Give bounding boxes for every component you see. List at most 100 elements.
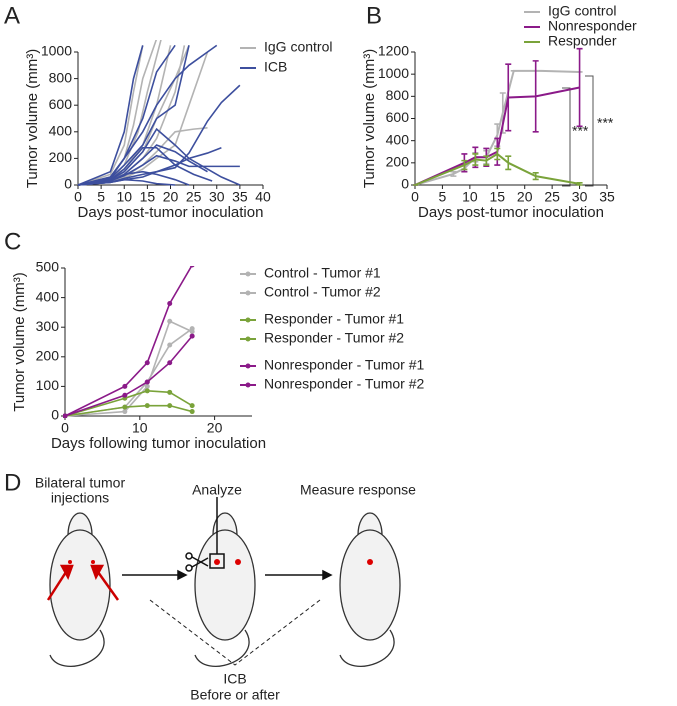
line [77,45,144,186]
diagram-label: Bilateral tumor [35,475,126,491]
y-axis-label: Tumor volume (mm³) [24,49,41,188]
y-axis-label: Tumor volume (mm³) [361,49,378,188]
tumors [68,559,373,565]
line [414,69,580,186]
y-tick-label: 0 [51,407,59,423]
point [144,388,150,394]
x-tick-label: 10 [132,420,148,436]
plot-area [413,47,583,186]
y-tick-label: 800 [386,87,410,103]
diagram-label: injections [51,490,109,506]
y-tick-label: 400 [49,123,73,139]
legend-label: Nonresponder [548,18,637,34]
significance-brackets [562,75,594,187]
significance-label: *** [597,115,614,131]
diagram-label: Before or after [190,687,280,703]
y-tick-label: 200 [386,154,410,170]
diagram [49,512,401,667]
legend-marker [245,382,251,388]
point [167,389,173,395]
point [144,360,150,366]
legend-label: Nonresponder - Tumor #2 [264,376,425,392]
point [122,392,128,398]
y-tick-label: 400 [386,131,410,147]
x-tick-label: 10 [116,189,132,205]
error-bar [494,147,501,161]
error-bar [576,181,583,186]
legend-marker [245,336,251,342]
y-tick-label: 500 [36,259,60,275]
point [122,409,128,415]
x-tick-label: 25 [544,189,560,205]
y-tick-label: 600 [49,96,73,112]
point [122,383,128,389]
error-bar [532,60,539,133]
scissors-icon [185,552,209,572]
line [77,44,176,186]
line [414,86,580,186]
point [167,318,173,324]
legend-label: ICB [264,59,287,75]
y-axis-label: Tumor volume (mm³) [11,272,28,411]
point [167,360,173,366]
x-tick-label: 30 [209,189,225,205]
x-tick-label: 5 [97,189,105,205]
error-bar [450,170,457,177]
point [189,266,195,268]
x-tick-label: 0 [411,189,419,205]
diagram-label: Measure response [300,482,416,498]
y-tick-label: 1000 [41,43,72,59]
x-tick-label: 0 [61,420,69,436]
plot-area [77,40,241,186]
x-tick-label: 40 [255,189,271,205]
plot-area [63,266,195,418]
line [77,178,176,186]
legend-label: Control - Tumor #1 [264,265,381,281]
x-tick-label: 0 [74,189,82,205]
panel-letter: B [366,2,382,29]
y-tick-label: 100 [36,377,60,393]
x-tick-label: 20 [163,189,179,205]
y-tick-label: 400 [36,288,60,304]
line [77,170,190,186]
x-axis-label: Days following tumor inoculation [51,435,266,452]
point [167,403,173,409]
point [144,403,150,409]
point [144,379,150,385]
x-tick-label: 5 [439,189,447,205]
point [63,413,68,418]
y-tick-label: 1000 [378,65,409,81]
panel-letter: A [4,2,20,29]
x-tick-label: 20 [207,420,223,436]
line [77,146,213,186]
x-tick-label: 20 [517,189,533,205]
legend-label: Responder - Tumor #2 [264,330,404,346]
treatment-lines [149,599,321,666]
mouse [49,512,111,667]
error-bar [532,172,539,181]
error-bar [483,155,490,166]
flow-arrows [122,569,333,581]
line [77,127,241,186]
x-tick-label: 35 [599,189,615,205]
point [189,333,195,339]
error-bar [576,47,583,128]
point [189,403,195,409]
legend-label: IgG control [548,3,616,19]
legend-marker [245,290,251,296]
diagram-label: ICB [223,671,246,687]
y-tick-label: 0 [64,176,72,192]
legend-label: Responder - Tumor #1 [264,311,404,327]
point [189,409,195,415]
error-bar [505,155,512,171]
line [414,152,580,186]
injection-arrows [46,564,120,601]
legend-label: Responder [548,33,617,49]
x-tick-label: 35 [232,189,248,205]
point [167,301,173,307]
line [77,45,144,186]
line [77,45,190,186]
mouse [194,512,256,667]
mouse [339,512,401,667]
